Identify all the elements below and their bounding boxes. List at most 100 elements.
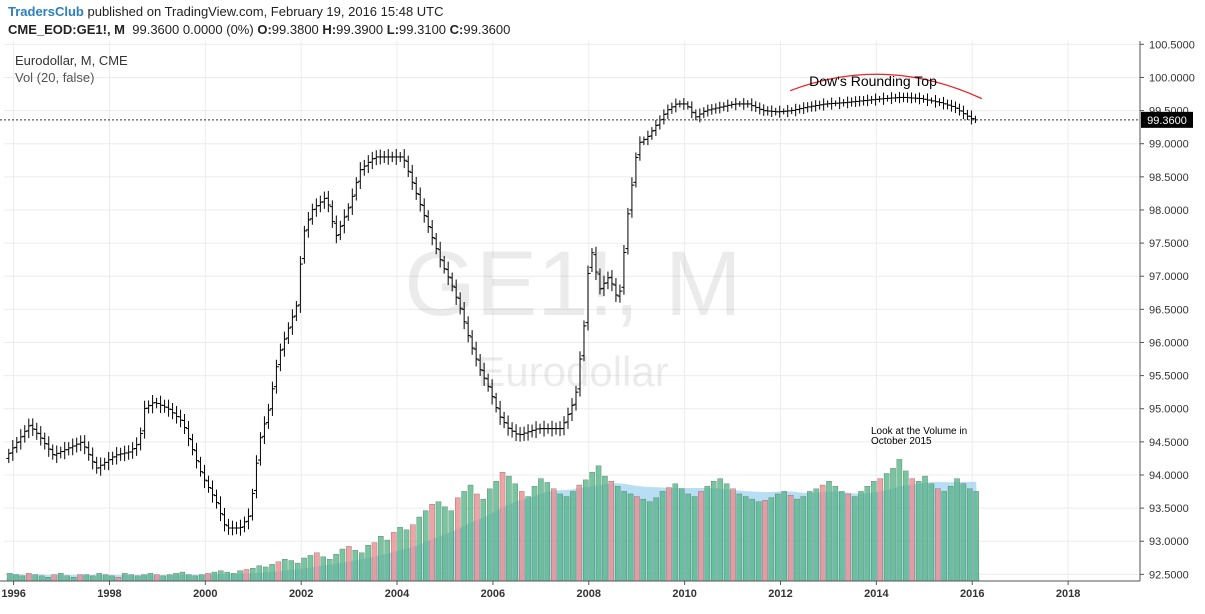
y-tick-label: 96.0000 bbox=[1149, 337, 1189, 349]
x-tick-label: 2012 bbox=[768, 588, 792, 600]
ohlc-bar bbox=[493, 392, 499, 413]
chart-frame: GE1!, M Eurodollar Dow's Rounding Top Lo… bbox=[0, 39, 1205, 609]
ohlc-bar bbox=[449, 272, 455, 292]
ohlc-bar bbox=[186, 421, 192, 447]
y-tick-label: 95.5000 bbox=[1149, 371, 1189, 383]
watermark-symbol: GE1!, M bbox=[404, 233, 741, 335]
ohlc-bar bbox=[405, 155, 411, 178]
x-tick-label: 2018 bbox=[1056, 588, 1080, 600]
volume-bar bbox=[883, 473, 890, 582]
volume-bar bbox=[83, 574, 90, 582]
volume-bar bbox=[390, 532, 397, 582]
ohlc-bar bbox=[585, 265, 591, 331]
watermark-name: Eurodollar bbox=[477, 348, 668, 395]
symbol-label[interactable]: CME_EOD:GE1!, M bbox=[8, 22, 126, 37]
price-chart[interactable]: GE1!, M Eurodollar Dow's Rounding Top Lo… bbox=[0, 39, 1205, 609]
y-tick-label: 98.5000 bbox=[1149, 172, 1189, 184]
y-tick-label: 97.5000 bbox=[1149, 238, 1189, 250]
ohlc-line: CME_EOD:GE1!, M 99.3600 0.0000 (0%) O:99… bbox=[8, 22, 510, 37]
volume-bar bbox=[647, 501, 653, 582]
volume-series bbox=[6, 459, 980, 582]
volume-bar bbox=[839, 491, 845, 582]
x-tick-label: 2000 bbox=[193, 588, 217, 600]
volume-bar bbox=[845, 493, 851, 582]
volume-bar bbox=[237, 570, 243, 582]
volume-bar bbox=[736, 493, 743, 582]
ohlc-bar bbox=[206, 475, 212, 493]
volume-bar bbox=[589, 472, 595, 582]
last-price-tag bbox=[1141, 111, 1193, 128]
volume-bar bbox=[583, 479, 589, 582]
y-tick-label: 96.5000 bbox=[1149, 304, 1189, 316]
volume-bar bbox=[973, 491, 979, 582]
volume-bar bbox=[77, 574, 83, 582]
ohlc-bar bbox=[277, 343, 283, 372]
y-tick-label: 94.5000 bbox=[1149, 437, 1189, 449]
ohlc-bar bbox=[10, 440, 16, 461]
x-tick-label: 2014 bbox=[864, 588, 889, 600]
ohlc-bar bbox=[190, 433, 196, 456]
open-label: O: bbox=[257, 22, 272, 37]
ohlc-bar bbox=[261, 416, 267, 445]
y-tick-label: 92.5000 bbox=[1149, 569, 1189, 581]
ohlc-bar bbox=[629, 177, 635, 218]
x-tick-label: 2002 bbox=[289, 588, 313, 600]
volume-bar bbox=[141, 574, 147, 582]
ohlc-bar bbox=[473, 341, 479, 367]
ohlc-bar bbox=[433, 233, 439, 255]
volume-bar bbox=[602, 475, 608, 582]
volume-bar bbox=[410, 524, 416, 582]
volume-bar bbox=[358, 552, 365, 582]
brand-name[interactable]: TradersClub bbox=[8, 4, 84, 19]
volume-bar bbox=[122, 573, 128, 582]
low-value: 99.3100 bbox=[399, 22, 447, 37]
ohlc-bar bbox=[273, 359, 279, 394]
ohlc-bar bbox=[333, 215, 339, 244]
ohlc-bar bbox=[437, 241, 443, 268]
volume-bar bbox=[730, 488, 736, 582]
volume-bar bbox=[307, 555, 314, 582]
time-axis-panel[interactable] bbox=[0, 581, 1205, 609]
volume-bar bbox=[819, 484, 826, 582]
volume-bar bbox=[858, 491, 864, 582]
volume-bar bbox=[467, 484, 474, 582]
volume-bar bbox=[26, 573, 32, 582]
volume-bar bbox=[282, 559, 288, 582]
volume-bar bbox=[807, 491, 813, 582]
price-axis: 100.5000100.000099.500099.000098.500098.… bbox=[1140, 39, 1195, 581]
ohlc-bar bbox=[625, 207, 631, 255]
volume-bar bbox=[679, 488, 685, 582]
ohlc-bar bbox=[601, 275, 607, 297]
volume-bar bbox=[90, 575, 96, 582]
ohlc-bar bbox=[221, 507, 227, 532]
rounding-top-label: Dow's Rounding Top bbox=[809, 73, 937, 89]
ohlc-bar bbox=[605, 271, 611, 290]
ohlc-bar bbox=[202, 464, 208, 489]
ohlc-bar bbox=[453, 279, 459, 305]
volume-bar bbox=[800, 496, 807, 582]
volume-bar bbox=[544, 482, 551, 582]
ohlc-bar bbox=[214, 489, 220, 509]
ohlc-bar bbox=[481, 362, 487, 386]
volume-bar bbox=[480, 498, 487, 582]
volume-bar bbox=[608, 481, 615, 582]
x-tick-label: 1998 bbox=[97, 588, 121, 600]
volume-bar bbox=[154, 574, 160, 582]
volume-bar bbox=[493, 481, 499, 582]
volume-bar bbox=[755, 501, 762, 582]
ohlc-bar bbox=[82, 435, 88, 455]
x-tick-label: 2004 bbox=[385, 588, 410, 600]
ohlc-bar bbox=[217, 496, 223, 522]
ohlc-bar bbox=[293, 300, 299, 322]
volume-bar bbox=[326, 559, 333, 582]
ohlc-bar bbox=[305, 212, 311, 238]
ohlc-bar bbox=[501, 411, 507, 429]
volume-bar bbox=[211, 571, 218, 582]
volume-bar bbox=[576, 484, 583, 582]
volume-ma-area bbox=[6, 481, 980, 581]
ohlc-bar bbox=[182, 414, 188, 435]
ohlc-bar bbox=[241, 516, 247, 533]
volume-bar bbox=[301, 557, 307, 582]
chart-header: TradersClub published on TradingView.com… bbox=[0, 0, 1205, 41]
price-axis-panel[interactable] bbox=[1140, 41, 1205, 609]
